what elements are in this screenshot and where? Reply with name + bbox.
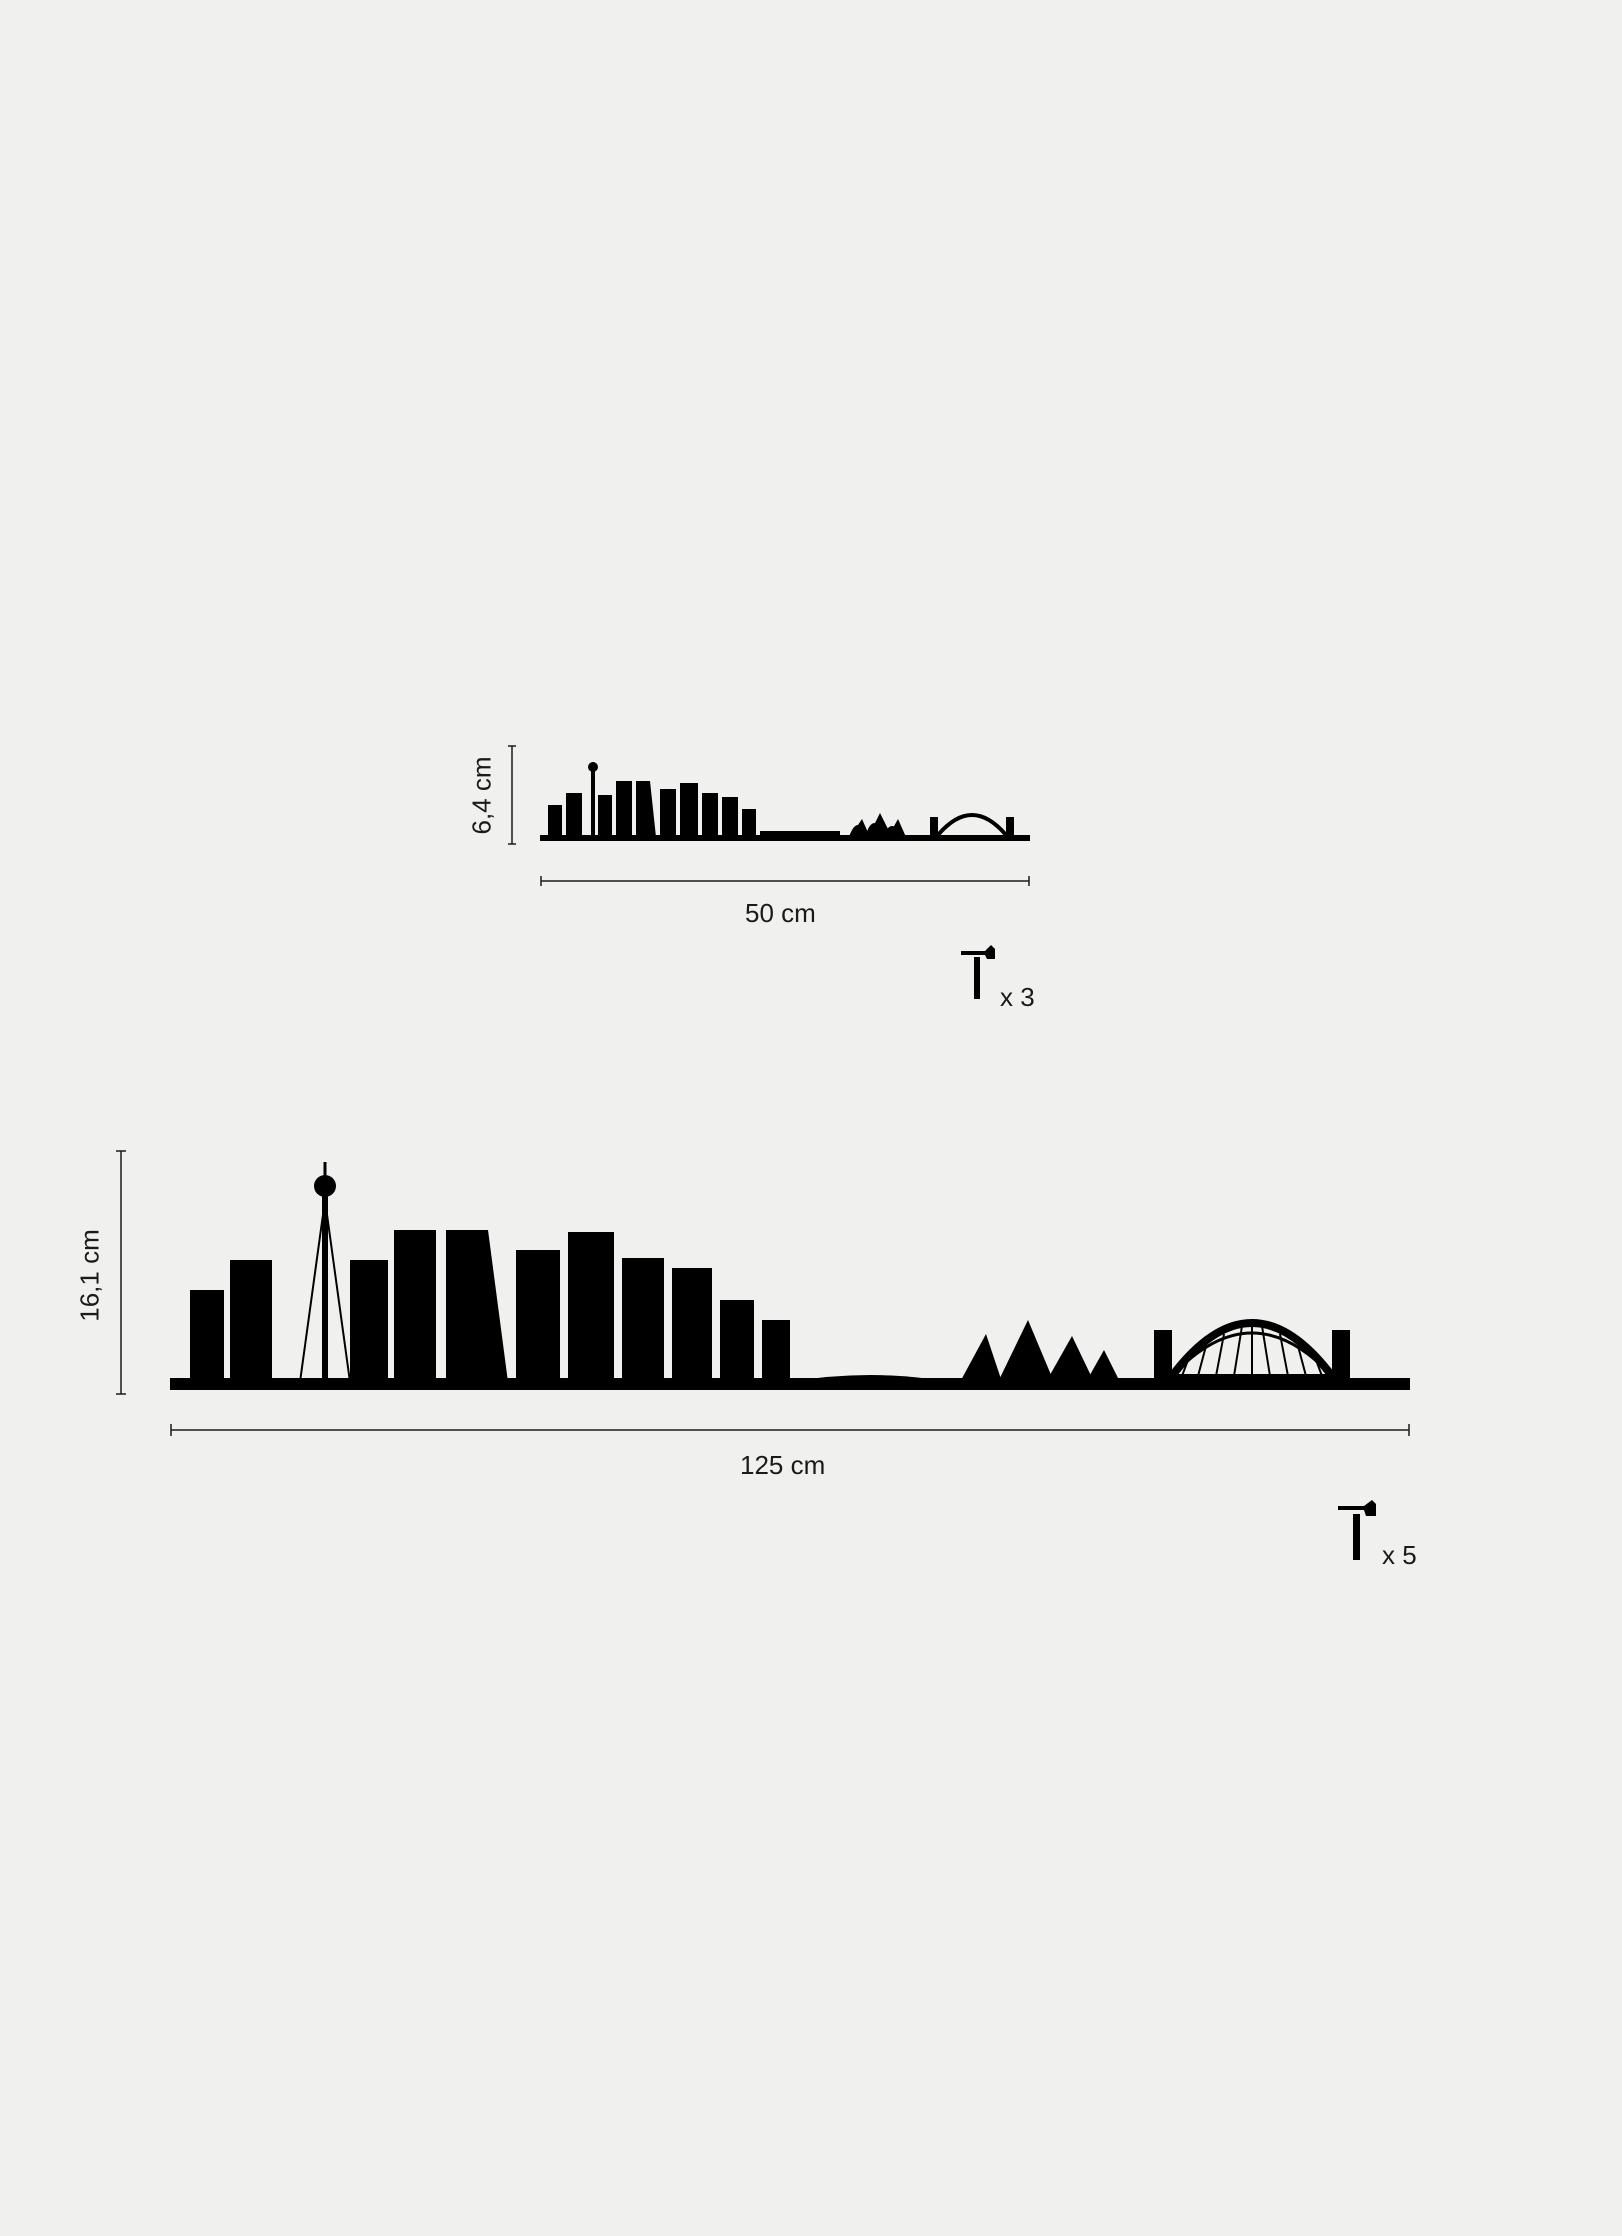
large-height-label: 16,1 cm xyxy=(75,1226,106,1326)
large-width-label: 125 cm xyxy=(740,1450,825,1481)
small-height-label: 6,4 cm xyxy=(467,756,498,836)
large-nail-count: x 5 xyxy=(1382,1540,1417,1571)
large-vert-dim-line xyxy=(116,1150,126,1395)
small-vert-dim-line xyxy=(508,745,516,845)
large-horiz-dim-line xyxy=(170,1424,1410,1436)
small-width-label: 50 cm xyxy=(745,898,816,929)
hammer-icon xyxy=(955,945,999,1001)
diagram-canvas: 6,4 cm 50 cm xyxy=(0,0,1622,2236)
small-skyline xyxy=(540,745,1030,845)
small-horiz-dim-line xyxy=(540,876,1030,886)
large-skyline xyxy=(170,1150,1410,1400)
small-nail-count: x 3 xyxy=(1000,982,1035,1013)
hammer-icon xyxy=(1332,1500,1380,1562)
